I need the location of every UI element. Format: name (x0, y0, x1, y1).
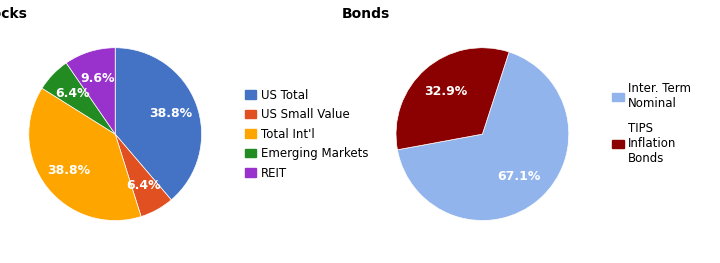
Legend: Inter. Term
Nominal, TIPS
Inflation
Bonds: Inter. Term Nominal, TIPS Inflation Bond… (607, 77, 696, 169)
Wedge shape (66, 48, 115, 134)
Text: 9.6%: 9.6% (81, 72, 115, 84)
Text: 6.4%: 6.4% (55, 87, 90, 100)
Text: 67.1%: 67.1% (498, 170, 541, 183)
Text: 38.8%: 38.8% (47, 164, 90, 176)
Wedge shape (115, 48, 202, 200)
Text: 38.8%: 38.8% (149, 107, 192, 120)
Wedge shape (396, 48, 509, 150)
Text: 32.9%: 32.9% (424, 85, 467, 98)
Wedge shape (397, 52, 569, 221)
Legend: US Total, US Small Value, Total Int'l, Emerging Markets, REIT: US Total, US Small Value, Total Int'l, E… (240, 84, 374, 184)
Text: Bonds: Bonds (342, 7, 390, 21)
Wedge shape (42, 63, 115, 134)
Wedge shape (29, 88, 141, 221)
Wedge shape (115, 134, 171, 216)
Text: Stocks: Stocks (0, 7, 27, 21)
Text: 6.4%: 6.4% (126, 179, 161, 192)
